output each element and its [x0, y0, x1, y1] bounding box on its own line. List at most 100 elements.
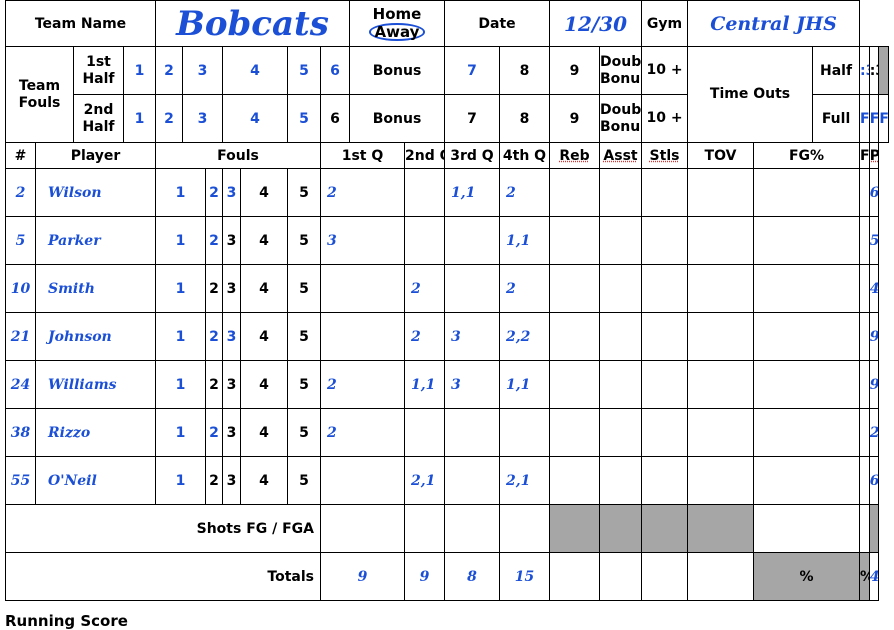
tov-cell[interactable] — [687, 360, 755, 409]
q3-score[interactable] — [444, 408, 500, 457]
fg-pct-cell[interactable] — [753, 312, 861, 361]
timeout-box[interactable]: :30 — [859, 46, 870, 95]
ft-pct-cell[interactable] — [859, 408, 870, 457]
foul-box[interactable]: 5 — [287, 456, 321, 505]
foul-box[interactable]: 3 — [222, 264, 241, 313]
team-foul-box[interactable]: 8 — [498, 94, 551, 143]
team-foul-box[interactable]: 8 — [498, 46, 551, 95]
foul-box[interactable]: 5 — [287, 360, 321, 409]
ft-pct-cell[interactable] — [859, 168, 870, 217]
q4-score[interactable]: 2 — [498, 168, 551, 217]
player-points[interactable]: 4 — [868, 264, 880, 313]
ft-pct-cell[interactable] — [859, 456, 870, 505]
foul-box[interactable]: 5 — [287, 168, 321, 217]
ft-pct-cell[interactable] — [859, 312, 870, 361]
asst-cell[interactable] — [599, 360, 643, 409]
foul-box[interactable]: 4 — [240, 312, 288, 361]
foul-box[interactable]: 3 — [222, 216, 241, 265]
foul-box[interactable]: 2 — [205, 456, 223, 505]
player-number[interactable]: 21 — [5, 312, 36, 361]
timeout-box[interactable]: F — [859, 94, 870, 143]
team-foul-mark[interactable]: 5 — [287, 94, 321, 143]
player-points[interactable]: 6 — [868, 168, 880, 217]
stls-cell[interactable] — [641, 408, 689, 457]
fg-pct-cell[interactable] — [753, 264, 861, 313]
player-number[interactable]: 10 — [5, 264, 36, 313]
q1-score[interactable]: 2 — [320, 360, 405, 409]
q4-score[interactable]: 1,1 — [498, 216, 551, 265]
player-number[interactable]: 24 — [5, 360, 36, 409]
player-name[interactable]: Wilson — [35, 168, 156, 217]
player-points[interactable]: 9 — [868, 312, 880, 361]
q1-score[interactable] — [320, 312, 405, 361]
q1-score[interactable]: 2 — [320, 168, 405, 217]
q4-score[interactable]: 2,2 — [498, 312, 551, 361]
total-q4[interactable]: 15 — [498, 552, 551, 601]
foul-box-marked[interactable]: 2 — [205, 312, 223, 361]
q4-score[interactable] — [498, 408, 551, 457]
q3-score[interactable] — [444, 216, 500, 265]
stls-cell[interactable] — [641, 312, 689, 361]
reb-cell[interactable] — [549, 264, 601, 313]
player-number[interactable]: 2 — [5, 168, 36, 217]
asst-cell[interactable] — [599, 312, 643, 361]
team-foul-box[interactable]: 7 — [444, 94, 500, 143]
team-foul-mark[interactable]: 3 — [182, 94, 223, 143]
asst-cell[interactable] — [599, 264, 643, 313]
date-value[interactable]: 12/30 — [549, 0, 643, 47]
stls-cell[interactable] — [641, 168, 689, 217]
reb-cell[interactable] — [549, 216, 601, 265]
q3-score[interactable] — [444, 456, 500, 505]
q1-score[interactable]: 3 — [320, 216, 405, 265]
q2-score[interactable]: 2 — [404, 312, 445, 361]
total-q2[interactable]: 9 — [404, 552, 445, 601]
team-name-value[interactable]: Bobcats — [155, 0, 350, 47]
reb-cell[interactable] — [549, 408, 601, 457]
q3-score[interactable]: 3 — [444, 360, 500, 409]
team-foul-mark[interactable]: 4 — [222, 94, 288, 143]
total-pts[interactable]: 41 — [868, 552, 880, 601]
shots-cell[interactable] — [320, 504, 405, 553]
player-number[interactable]: 38 — [5, 408, 36, 457]
foul-box-marked[interactable]: 2 — [205, 408, 223, 457]
foul-box[interactable]: 5 — [287, 264, 321, 313]
total-asst[interactable] — [599, 552, 643, 601]
player-points[interactable]: 6 — [868, 456, 880, 505]
timeout-box[interactable]: :30 — [868, 46, 880, 95]
foul-box[interactable]: 4 — [240, 456, 288, 505]
q1-score[interactable] — [320, 456, 405, 505]
shots-cell[interactable] — [859, 504, 870, 553]
player-number[interactable]: 55 — [5, 456, 36, 505]
reb-cell[interactable] — [549, 360, 601, 409]
team-foul-mark[interactable]: 1 — [123, 46, 156, 95]
team-foul-mark[interactable]: 2 — [155, 46, 183, 95]
away-label-circled[interactable]: Away — [368, 23, 426, 41]
player-name[interactable]: Parker — [35, 216, 156, 265]
team-foul-box[interactable]: 9 — [549, 94, 601, 143]
foul-box[interactable]: 2 — [205, 360, 223, 409]
player-points[interactable]: 2 — [868, 408, 880, 457]
foul-box[interactable]: 3 — [222, 456, 241, 505]
foul-box-marked[interactable]: 2 — [205, 216, 223, 265]
q3-score[interactable]: 3 — [444, 312, 500, 361]
asst-cell[interactable] — [599, 168, 643, 217]
stls-cell[interactable] — [641, 264, 689, 313]
fg-pct-cell[interactable] — [753, 408, 861, 457]
total-reb[interactable] — [549, 552, 601, 601]
player-name[interactable]: Williams — [35, 360, 156, 409]
foul-box[interactable]: 4 — [240, 360, 288, 409]
foul-box-marked[interactable]: 1 — [155, 216, 206, 265]
q2-score[interactable]: 2 — [404, 264, 445, 313]
player-points[interactable]: 9 — [868, 360, 880, 409]
reb-cell[interactable] — [549, 312, 601, 361]
stls-cell[interactable] — [641, 456, 689, 505]
shots-cell[interactable] — [498, 504, 551, 553]
team-foul-mark[interactable]: 6 — [320, 46, 350, 95]
foul-box-marked[interactable]: 1 — [155, 264, 206, 313]
team-foul-mark[interactable]: 3 — [182, 46, 223, 95]
team-foul-box[interactable]: 6 — [320, 94, 350, 143]
foul-box-marked[interactable]: 1 — [155, 408, 206, 457]
reb-cell[interactable] — [549, 456, 601, 505]
tov-cell[interactable] — [687, 168, 755, 217]
asst-cell[interactable] — [599, 216, 643, 265]
